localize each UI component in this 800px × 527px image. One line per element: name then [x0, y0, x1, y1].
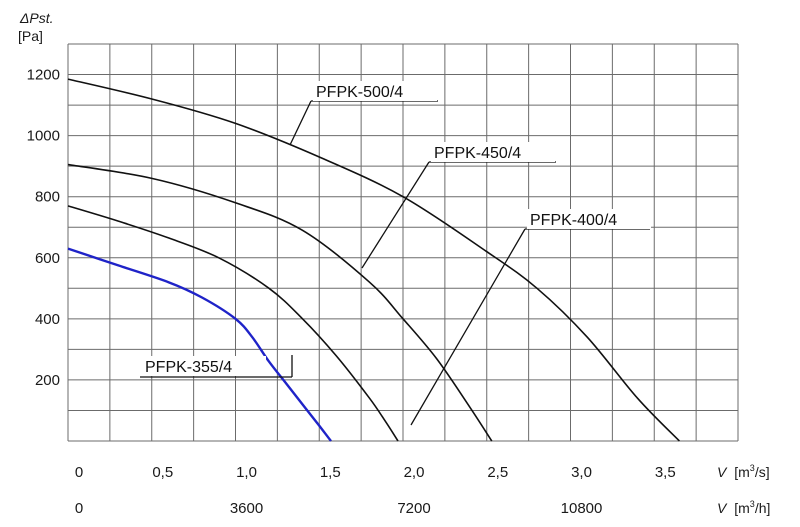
y-axis-unit: [Pa]: [18, 28, 43, 44]
y-tick-labels: 200 400 600 800 1000 1200: [27, 67, 60, 389]
x-tick-label-m3s: 0,5: [152, 464, 173, 481]
x-tick-label-m3s: 1,0: [236, 464, 257, 481]
x-tick-label-m3s: 1,5: [320, 464, 341, 481]
series-label: PFPK-400/4: [530, 212, 617, 229]
series-line-pfpk-500-4: [67, 78, 680, 442]
x-tick-labels-m3h: 0 3600 7200 10800: [75, 500, 603, 517]
label-background: [527, 209, 651, 229]
label-leader: [289, 100, 312, 146]
series-label: PFPK-500/4: [316, 84, 403, 101]
series-curves: [67, 78, 680, 442]
x-tick-label-m3h: 0: [75, 500, 83, 517]
x-tick-label-m3s: 2,0: [404, 464, 425, 481]
y-tick-label: 600: [35, 250, 60, 267]
series-line-pfpk-450-4: [67, 163, 493, 442]
x-axis-secondary-name: V [m3/h]: [717, 499, 770, 516]
series-label: PFPK-450/4: [434, 145, 521, 162]
y-tick-label: 1000: [27, 128, 60, 145]
label-leader-lines: [140, 100, 650, 426]
series-line-pfpk-400-4: [67, 205, 399, 442]
label-background: [142, 356, 266, 376]
x-tick-label-m3s: 2,5: [487, 464, 508, 481]
series-label: PFPK-355/4: [145, 359, 232, 376]
y-tick-label: 400: [35, 311, 60, 328]
x-tick-labels-m3s: 0 0,5 1,0 1,5 2,0 2,5 3,0 3,5: [75, 464, 676, 481]
label-leader: [361, 161, 430, 269]
label-background: [431, 142, 555, 162]
x-tick-label-m3s: 3,0: [571, 464, 592, 481]
x-tick-label-m3h: 10800: [561, 500, 603, 517]
y-tick-label: 800: [35, 189, 60, 206]
x-axis-primary-name: V [m3/s]: [717, 463, 770, 480]
series-line-pfpk-355-4: [67, 247, 332, 442]
y-axis-symbol: ΔPst.: [19, 10, 54, 26]
x-tick-label-m3s: 3,5: [655, 464, 676, 481]
x-tick-label-m3h: 3600: [230, 500, 263, 517]
series-labels: PFPK-355/4 PFPK-400/4 PFPK-450/4 PFPK-500/4: [142, 81, 651, 376]
grid: [67, 43, 739, 442]
x-tick-label-m3h: 7200: [397, 500, 430, 517]
label-background: [313, 81, 437, 101]
y-tick-label: 200: [35, 372, 60, 389]
label-leader: [410, 228, 526, 426]
x-tick-label-m3s: 0: [75, 464, 83, 481]
y-tick-label: 1200: [27, 67, 60, 84]
